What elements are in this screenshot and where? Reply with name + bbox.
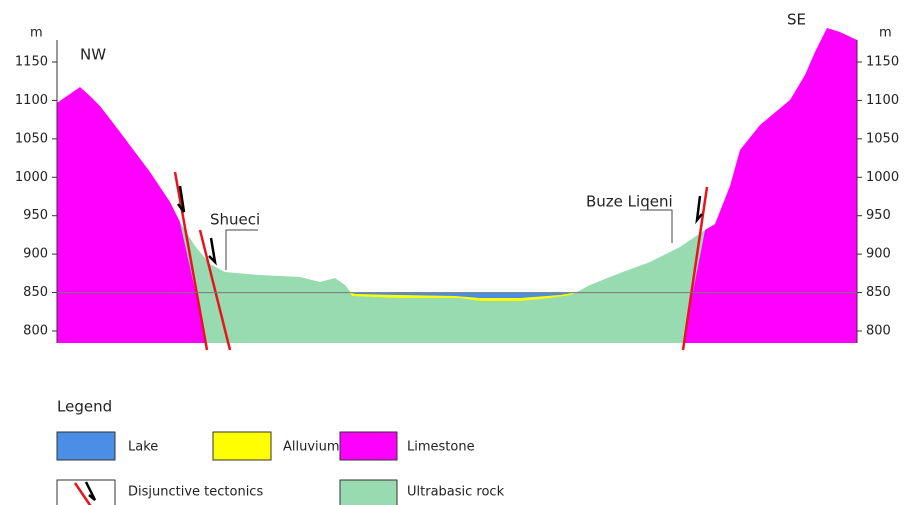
tick-label: 1000 bbox=[15, 170, 48, 185]
fault bbox=[681, 186, 709, 351]
legend-fault-arrow bbox=[84, 481, 97, 501]
legend-label: Limestone bbox=[407, 440, 475, 455]
fault bbox=[173, 171, 209, 351]
label-buze-liqeni: Buze Liqeni bbox=[586, 193, 673, 211]
legend-label: Disjunctive tectonics bbox=[128, 485, 263, 500]
fault-arrow bbox=[208, 237, 217, 266]
legend-label: Lake bbox=[128, 440, 158, 455]
leader-line bbox=[225, 229, 258, 270]
label-nw: NW bbox=[80, 46, 106, 64]
legend-swatch bbox=[339, 431, 398, 461]
label-se: SE bbox=[787, 11, 806, 29]
legend-swatch bbox=[339, 479, 398, 505]
tick-label: 800 bbox=[866, 324, 891, 339]
label-shueci: Shueci bbox=[210, 211, 260, 229]
fault-arrow bbox=[695, 195, 703, 225]
limestone-right bbox=[683, 28, 857, 343]
leader-line bbox=[640, 209, 673, 243]
tick-label: 950 bbox=[866, 208, 891, 223]
legend-swatch bbox=[212, 431, 272, 461]
tick-label: 1100 bbox=[15, 93, 48, 108]
tick-label: 1050 bbox=[866, 131, 899, 146]
limestone-left bbox=[57, 87, 207, 343]
legend-label: Alluvium bbox=[283, 440, 340, 455]
legend-title: Legend bbox=[57, 398, 112, 416]
legend-label: Ultrabasic rock bbox=[407, 485, 505, 500]
fault bbox=[198, 229, 232, 351]
tick-label: 900 bbox=[866, 247, 891, 262]
tick-label: 850 bbox=[23, 285, 48, 300]
ultrabasic-rock bbox=[180, 222, 705, 343]
tick-label: 800 bbox=[23, 324, 48, 339]
tick-label: 1000 bbox=[866, 170, 899, 185]
tick-label: 1050 bbox=[15, 131, 48, 146]
unit-label: m bbox=[879, 26, 892, 41]
legend-swatch bbox=[56, 431, 116, 461]
legend-fault bbox=[73, 482, 92, 505]
tick-label: 1150 bbox=[15, 55, 48, 70]
lake bbox=[352, 293, 572, 298]
tick-label: 950 bbox=[23, 208, 48, 223]
unit-label: m bbox=[30, 26, 43, 41]
tick-label: 1150 bbox=[866, 55, 899, 70]
tick-label: 850 bbox=[866, 285, 891, 300]
tick-label: 900 bbox=[23, 247, 48, 262]
fault-arrow bbox=[177, 185, 186, 213]
tick-label: 1100 bbox=[866, 93, 899, 108]
